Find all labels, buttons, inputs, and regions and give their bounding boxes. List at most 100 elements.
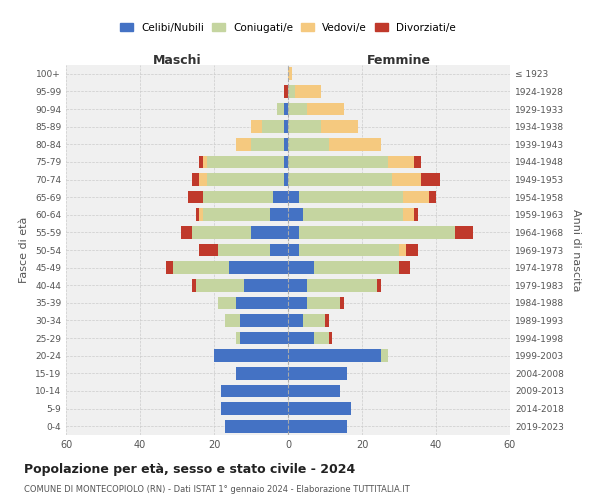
Bar — [288, 367, 347, 380]
Bar — [251, 138, 284, 150]
Bar — [307, 279, 377, 291]
Text: Maschi: Maschi — [152, 54, 202, 67]
Bar — [251, 226, 288, 238]
Bar — [240, 314, 288, 327]
Bar — [203, 191, 273, 203]
Bar — [192, 226, 251, 238]
Bar — [377, 279, 380, 291]
Bar — [303, 208, 403, 221]
Bar — [199, 208, 203, 221]
Bar — [399, 244, 406, 256]
Bar — [284, 85, 288, 98]
Bar — [288, 314, 303, 327]
Bar — [221, 402, 288, 415]
Bar — [288, 173, 392, 186]
Bar — [284, 138, 288, 150]
Bar — [388, 156, 414, 168]
Bar — [277, 102, 284, 116]
Bar — [406, 244, 418, 256]
Bar — [288, 85, 295, 98]
Bar — [307, 102, 343, 116]
Bar — [399, 262, 410, 274]
Bar — [288, 68, 292, 80]
Bar — [288, 226, 299, 238]
Bar — [225, 420, 288, 432]
Bar — [196, 279, 244, 291]
Bar — [269, 244, 288, 256]
Bar — [262, 120, 284, 133]
Bar — [340, 296, 343, 309]
Bar — [325, 314, 329, 327]
Bar — [288, 296, 307, 309]
Bar — [288, 402, 351, 415]
Bar — [203, 208, 269, 221]
Y-axis label: Fasce di età: Fasce di età — [19, 217, 29, 283]
Bar — [188, 191, 203, 203]
Bar — [214, 350, 288, 362]
Bar — [240, 332, 288, 344]
Bar — [236, 296, 288, 309]
Bar — [206, 156, 284, 168]
Bar — [166, 262, 173, 274]
Bar — [173, 262, 229, 274]
Bar — [221, 384, 288, 398]
Bar — [288, 156, 388, 168]
Bar — [251, 120, 262, 133]
Bar — [299, 226, 455, 238]
Bar — [273, 191, 288, 203]
Bar — [303, 314, 325, 327]
Bar — [288, 191, 299, 203]
Bar — [403, 208, 414, 221]
Bar — [196, 208, 199, 221]
Bar — [225, 314, 240, 327]
Bar — [329, 332, 332, 344]
Bar — [322, 120, 358, 133]
Bar — [192, 173, 199, 186]
Bar — [414, 208, 418, 221]
Bar — [288, 262, 314, 274]
Bar — [288, 244, 299, 256]
Bar — [284, 156, 288, 168]
Bar — [314, 262, 399, 274]
Bar — [269, 208, 288, 221]
Bar — [288, 384, 340, 398]
Bar — [218, 296, 236, 309]
Bar — [414, 156, 421, 168]
Bar — [199, 244, 218, 256]
Bar — [206, 173, 284, 186]
Bar — [329, 138, 380, 150]
Bar — [307, 296, 340, 309]
Bar — [455, 226, 473, 238]
Bar — [284, 120, 288, 133]
Bar — [421, 173, 440, 186]
Bar — [288, 102, 307, 116]
Bar — [236, 138, 251, 150]
Bar — [288, 332, 314, 344]
Bar — [284, 173, 288, 186]
Bar — [299, 191, 403, 203]
Bar — [288, 350, 380, 362]
Bar — [288, 208, 303, 221]
Bar — [288, 279, 307, 291]
Bar — [295, 85, 322, 98]
Bar — [192, 279, 196, 291]
Bar — [428, 191, 436, 203]
Bar — [236, 332, 240, 344]
Y-axis label: Anni di nascita: Anni di nascita — [571, 209, 581, 291]
Bar — [236, 367, 288, 380]
Bar — [284, 102, 288, 116]
Bar — [181, 226, 192, 238]
Text: Popolazione per età, sesso e stato civile - 2024: Popolazione per età, sesso e stato civil… — [24, 462, 355, 475]
Bar — [203, 156, 206, 168]
Text: Femmine: Femmine — [367, 54, 431, 67]
Bar — [244, 279, 288, 291]
Bar — [380, 350, 388, 362]
Bar — [299, 244, 399, 256]
Bar — [288, 420, 347, 432]
Bar — [288, 120, 322, 133]
Bar — [218, 244, 269, 256]
Legend: Celibi/Nubili, Coniugati/e, Vedovi/e, Divorziati/e: Celibi/Nubili, Coniugati/e, Vedovi/e, Di… — [116, 18, 460, 36]
Bar — [288, 138, 329, 150]
Bar — [403, 191, 428, 203]
Text: COMUNE DI MONTECOPIOLO (RN) - Dati ISTAT 1° gennaio 2024 - Elaborazione TUTTITAL: COMUNE DI MONTECOPIOLO (RN) - Dati ISTAT… — [24, 485, 410, 494]
